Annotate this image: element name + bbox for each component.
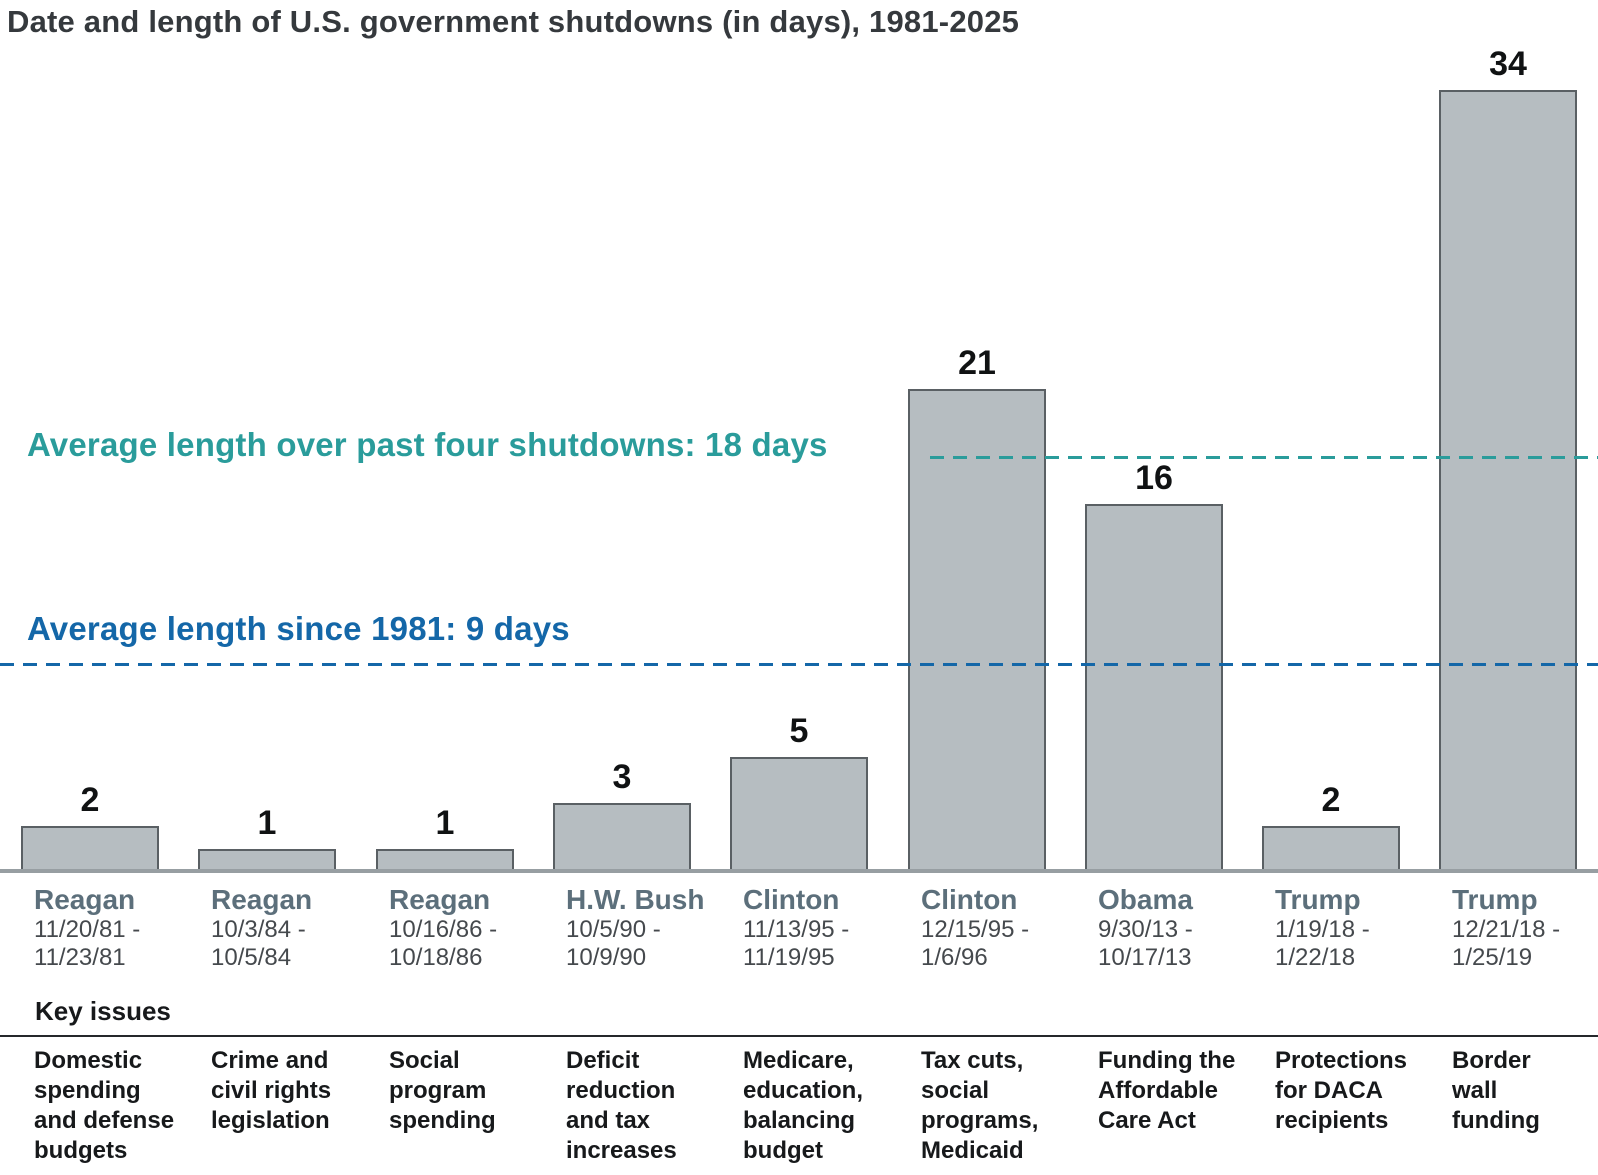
bar bbox=[21, 826, 159, 872]
president-label: Trump bbox=[1275, 884, 1361, 915]
recent-average-label: Average length over past four shutdowns:… bbox=[27, 426, 828, 463]
president-label: Reagan bbox=[211, 884, 313, 915]
bar-value-label: 34 bbox=[1489, 45, 1527, 83]
president-label: H.W. Bush bbox=[566, 884, 705, 915]
president-label: Trump bbox=[1452, 884, 1538, 915]
overall-average-reference-line bbox=[0, 663, 1598, 666]
bar bbox=[1439, 90, 1577, 872]
chart-title: Date and length of U.S. government shutd… bbox=[7, 4, 1020, 39]
recent-average-reference-line bbox=[930, 456, 1598, 459]
bar bbox=[730, 757, 868, 872]
bar-value-label: 1 bbox=[257, 804, 277, 842]
bar bbox=[553, 803, 691, 872]
president-label: Reagan bbox=[34, 884, 136, 915]
issue-text: Domestic spending and defense budgets bbox=[34, 1047, 175, 1164]
bar-value-label: 2 bbox=[80, 781, 100, 819]
bar-value-label: 2 bbox=[1321, 781, 1341, 819]
date-range: 11/20/81 -11/23/81 bbox=[34, 916, 141, 971]
bar-value-label: 21 bbox=[958, 344, 996, 382]
overall-average-label: Average length since 1981: 9 days bbox=[27, 610, 570, 647]
president-label: Reagan bbox=[389, 884, 491, 915]
date-range: 1/19/18 -1/22/18 bbox=[1275, 916, 1370, 971]
date-range: 12/15/95 -1/6/96 bbox=[921, 916, 1030, 971]
issue-text: Crime and civil rights legislation bbox=[211, 1047, 332, 1134]
issue-text: Deficit reduction and tax increases bbox=[566, 1047, 677, 1164]
date-range: 9/30/13 -10/17/13 bbox=[1098, 916, 1193, 971]
bar bbox=[1085, 504, 1223, 872]
bar-value-label: 5 bbox=[789, 712, 809, 750]
key-issues-heading: Key issues bbox=[35, 996, 171, 1026]
bar-value-label: 16 bbox=[1135, 459, 1173, 497]
president-label: Clinton bbox=[743, 884, 840, 915]
bar-value-label: 3 bbox=[612, 758, 632, 796]
issue-text: Border wall funding bbox=[1452, 1047, 1540, 1134]
issue-text: Funding the Affordable Care Act bbox=[1098, 1047, 1236, 1134]
bar bbox=[908, 389, 1046, 872]
date-range: 11/13/95 -11/19/95 bbox=[743, 916, 850, 971]
date-range: 10/5/90 -10/9/90 bbox=[566, 916, 661, 971]
date-range: 12/21/18 -1/25/19 bbox=[1452, 916, 1561, 971]
issue-text: Medicare, education, balancing budget bbox=[743, 1047, 864, 1164]
key-issues-divider bbox=[0, 1035, 1598, 1037]
bar-value-label: 1 bbox=[435, 804, 455, 842]
issue-text: Social program spending bbox=[389, 1047, 496, 1134]
bar bbox=[1262, 826, 1400, 872]
date-range: 10/16/86 -10/18/86 bbox=[389, 916, 498, 971]
issue-text: Protections for DACA recipients bbox=[1275, 1047, 1408, 1134]
date-range: 10/3/84 -10/5/84 bbox=[211, 916, 306, 971]
president-label: Obama bbox=[1098, 884, 1193, 915]
president-label: Clinton bbox=[921, 884, 1018, 915]
issue-text: Tax cuts, social programs, Medicaid bbox=[921, 1047, 1039, 1164]
x-axis-line bbox=[0, 869, 1598, 873]
